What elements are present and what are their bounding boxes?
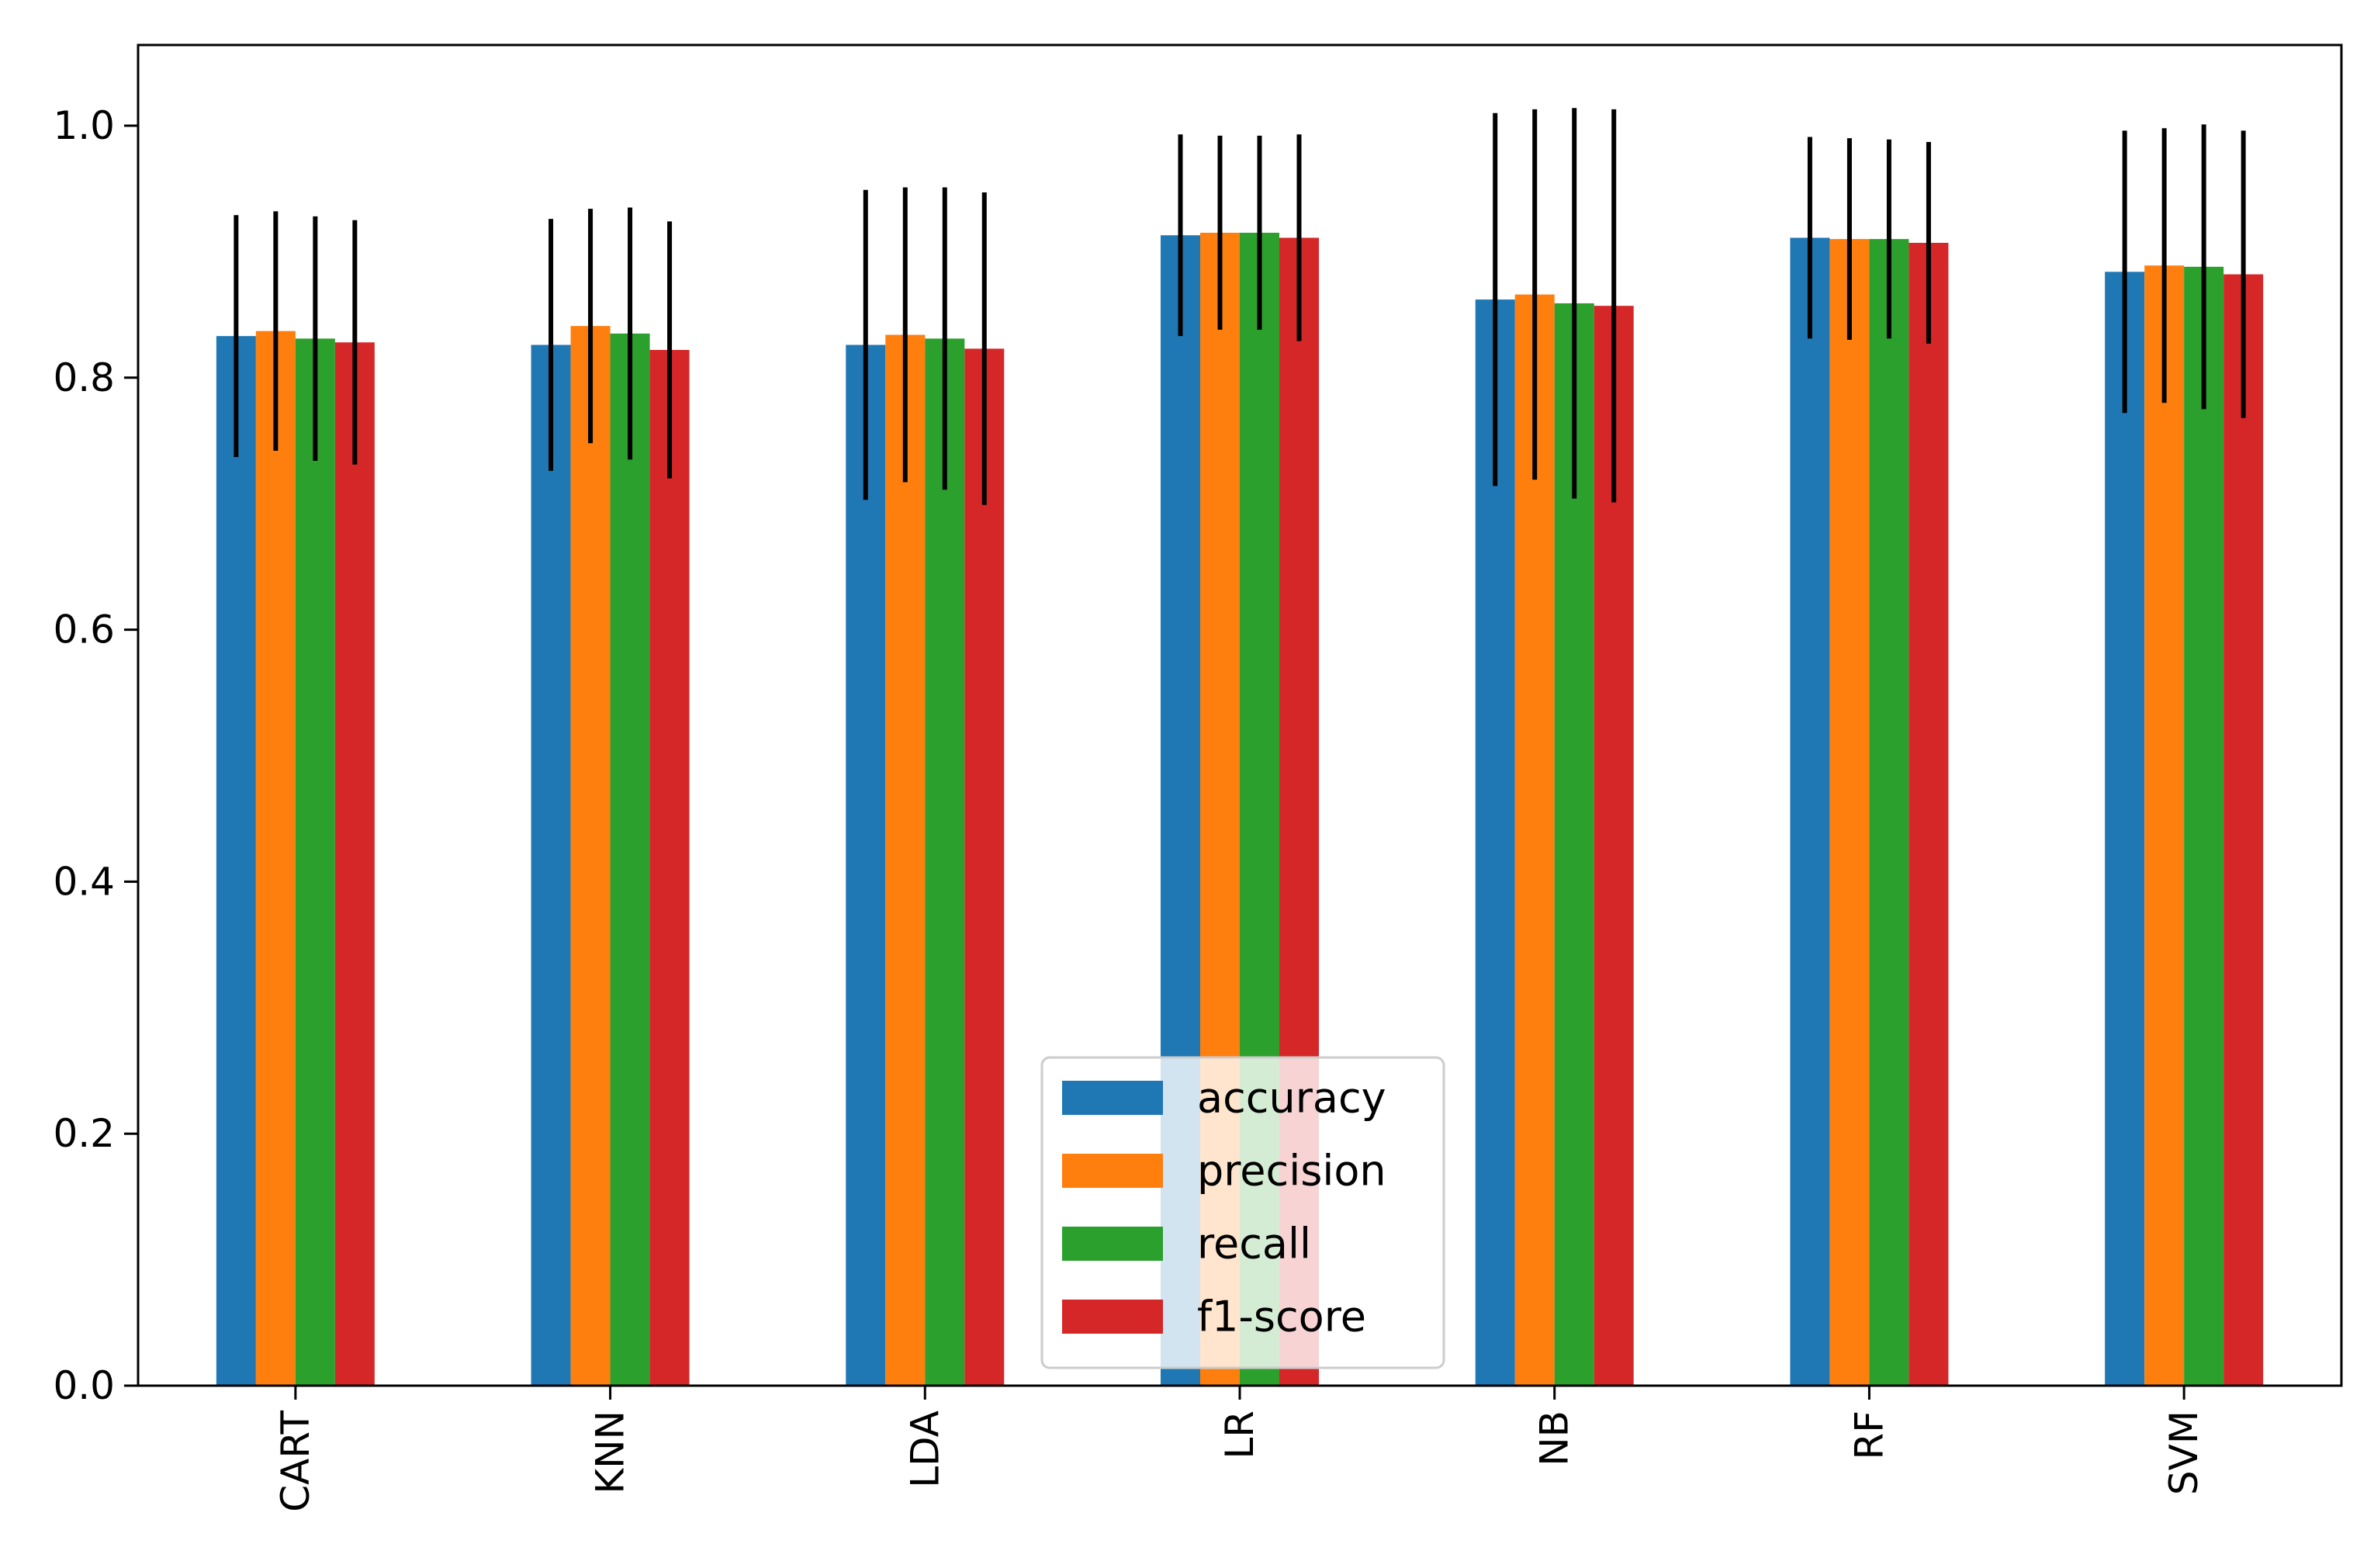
- x-tick-label-cart: CART: [273, 1411, 318, 1512]
- bar-f1-score-rf: [1909, 242, 1949, 1386]
- bar-precision-cart: [255, 331, 296, 1386]
- bar-f1-score-lda: [964, 348, 1005, 1386]
- bar-accuracy-knn: [531, 344, 571, 1386]
- x-tick-label-lda: LDA: [902, 1411, 947, 1488]
- bar-precision-svm: [2144, 265, 2185, 1386]
- bar-accuracy-rf: [1790, 237, 1830, 1386]
- bar-accuracy-cart: [216, 336, 256, 1386]
- bar-recall-svm: [2184, 266, 2224, 1386]
- legend-label-accuracy: accuracy: [1197, 1074, 1386, 1123]
- bar-precision-knn: [570, 326, 611, 1386]
- y-tick-label: 0.8: [53, 355, 115, 400]
- x-tick-label-nb: NB: [1532, 1411, 1577, 1466]
- legend-swatch-recall: [1062, 1227, 1163, 1261]
- y-tick-label: 0.0: [53, 1363, 115, 1408]
- y-tick-label: 1.0: [53, 103, 115, 148]
- legend-box: [1040, 1056, 1445, 1369]
- bar-precision-lda: [885, 334, 926, 1386]
- bar-recall-lda: [925, 338, 965, 1386]
- bar-f1-score-knn: [649, 350, 690, 1386]
- bar-precision-rf: [1829, 239, 1870, 1386]
- bar-recall-knn: [610, 333, 650, 1386]
- bar-recall-cart: [295, 338, 335, 1386]
- legend-swatch-precision: [1062, 1154, 1163, 1188]
- y-tick-label: 0.6: [53, 607, 115, 652]
- bar-recall-rf: [1869, 239, 1909, 1386]
- y-tick-label: 0.2: [53, 1111, 115, 1156]
- legend-label-recall: recall: [1197, 1220, 1311, 1269]
- bar-accuracy-svm: [2105, 272, 2145, 1386]
- legend-swatch-accuracy: [1062, 1081, 1163, 1115]
- x-tick-label-svm: SVM: [2161, 1411, 2206, 1495]
- x-tick-label-rf: RF: [1846, 1411, 1891, 1460]
- x-tick-label-knn: KNN: [588, 1411, 633, 1494]
- x-tick-label-lr: LR: [1217, 1411, 1262, 1459]
- y-tick-label: 0.4: [53, 859, 115, 904]
- bar-accuracy-lda: [846, 344, 886, 1386]
- legend-label-f1-score: f1-score: [1197, 1293, 1366, 1341]
- bar-f1-score-svm: [2223, 274, 2264, 1386]
- legend-label-precision: precision: [1197, 1147, 1386, 1196]
- bar-f1-score-cart: [334, 342, 375, 1386]
- legend-swatch-f1-score: [1062, 1300, 1163, 1334]
